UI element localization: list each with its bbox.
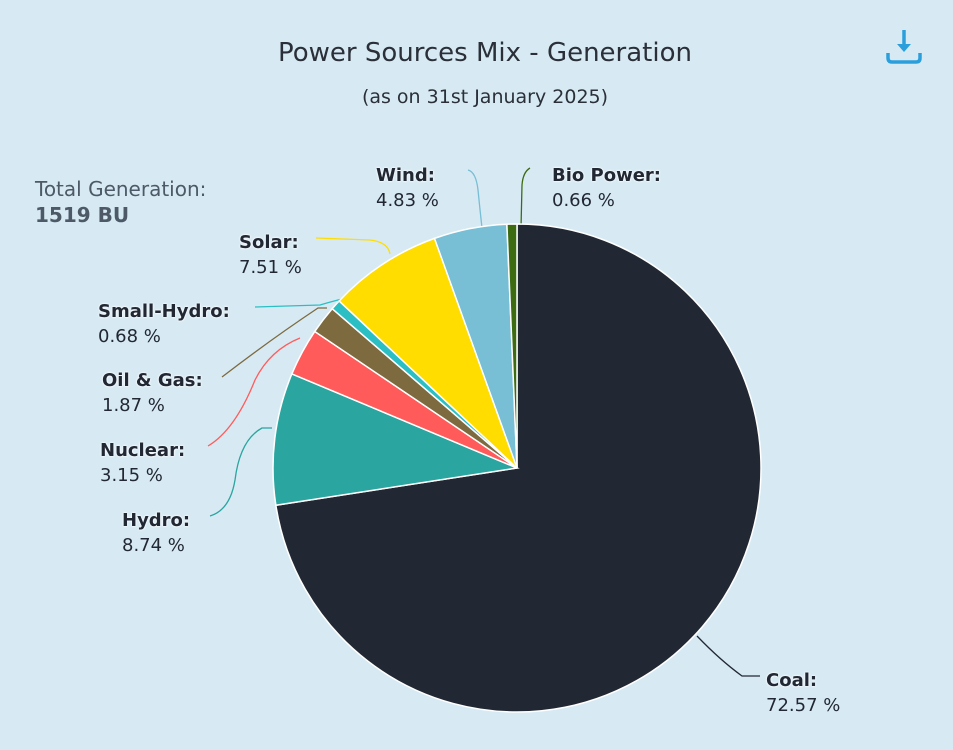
data-label-value: 0.68 % <box>98 326 161 347</box>
chart-title: Power Sources Mix - Generation <box>278 38 692 68</box>
data-label-name: Nuclear: <box>100 440 186 461</box>
connector-line <box>209 427 272 517</box>
total-value: 1519 BU <box>35 203 130 227</box>
connector-line <box>696 635 760 677</box>
data-label-value: 3.15 % <box>100 465 163 486</box>
data-label: Small-Hydro: 0.68 % <box>98 299 230 349</box>
data-label-name: Solar: <box>239 232 299 253</box>
data-label: Bio Power: 0.66 % <box>552 163 661 213</box>
pie-slice-hydro[interactable] <box>272 372 520 507</box>
connector-line <box>254 298 343 308</box>
data-label: Coal: 72.57 % <box>766 668 840 718</box>
data-label-name: Small-Hydro: <box>98 301 230 322</box>
connector-line <box>221 307 327 378</box>
data-label-value: 7.51 % <box>239 257 302 278</box>
data-label: Oil & Gas: 1.87 % <box>102 368 203 418</box>
data-label-name: Oil & Gas: <box>102 370 203 391</box>
data-label-name: Wind: <box>376 165 435 186</box>
download-icon <box>886 30 922 64</box>
data-label-name: Coal: <box>766 670 818 691</box>
data-label-name: Bio Power: <box>552 165 661 186</box>
data-label-value: 0.66 % <box>552 190 615 211</box>
connector-line <box>520 167 531 229</box>
data-label-value: 1.87 % <box>102 395 165 416</box>
pie-slice-bio-power[interactable] <box>506 223 518 469</box>
data-label: Hydro: 8.74 % <box>122 508 190 558</box>
data-label: Solar: 7.51 % <box>239 230 302 280</box>
pie-slice-solar[interactable] <box>338 237 518 469</box>
data-label-value: 72.57 % <box>766 695 841 716</box>
total-label: Total Generation: <box>35 177 207 201</box>
data-label-name: Hydro: <box>122 510 191 531</box>
connector-line <box>467 169 483 229</box>
chart-subtitle: (as on 31st January 2025) <box>361 86 609 108</box>
data-label: Nuclear: 3.15 % <box>100 438 185 488</box>
connector-line <box>315 237 391 255</box>
total-generation: Total Generation: 1519 BU <box>35 176 206 228</box>
data-label: Wind: 4.83 % <box>376 163 439 213</box>
download-button[interactable] <box>884 28 924 68</box>
connector-line <box>207 337 301 447</box>
data-label-value: 4.83 % <box>376 190 439 211</box>
data-label-value: 8.74 % <box>122 535 185 556</box>
